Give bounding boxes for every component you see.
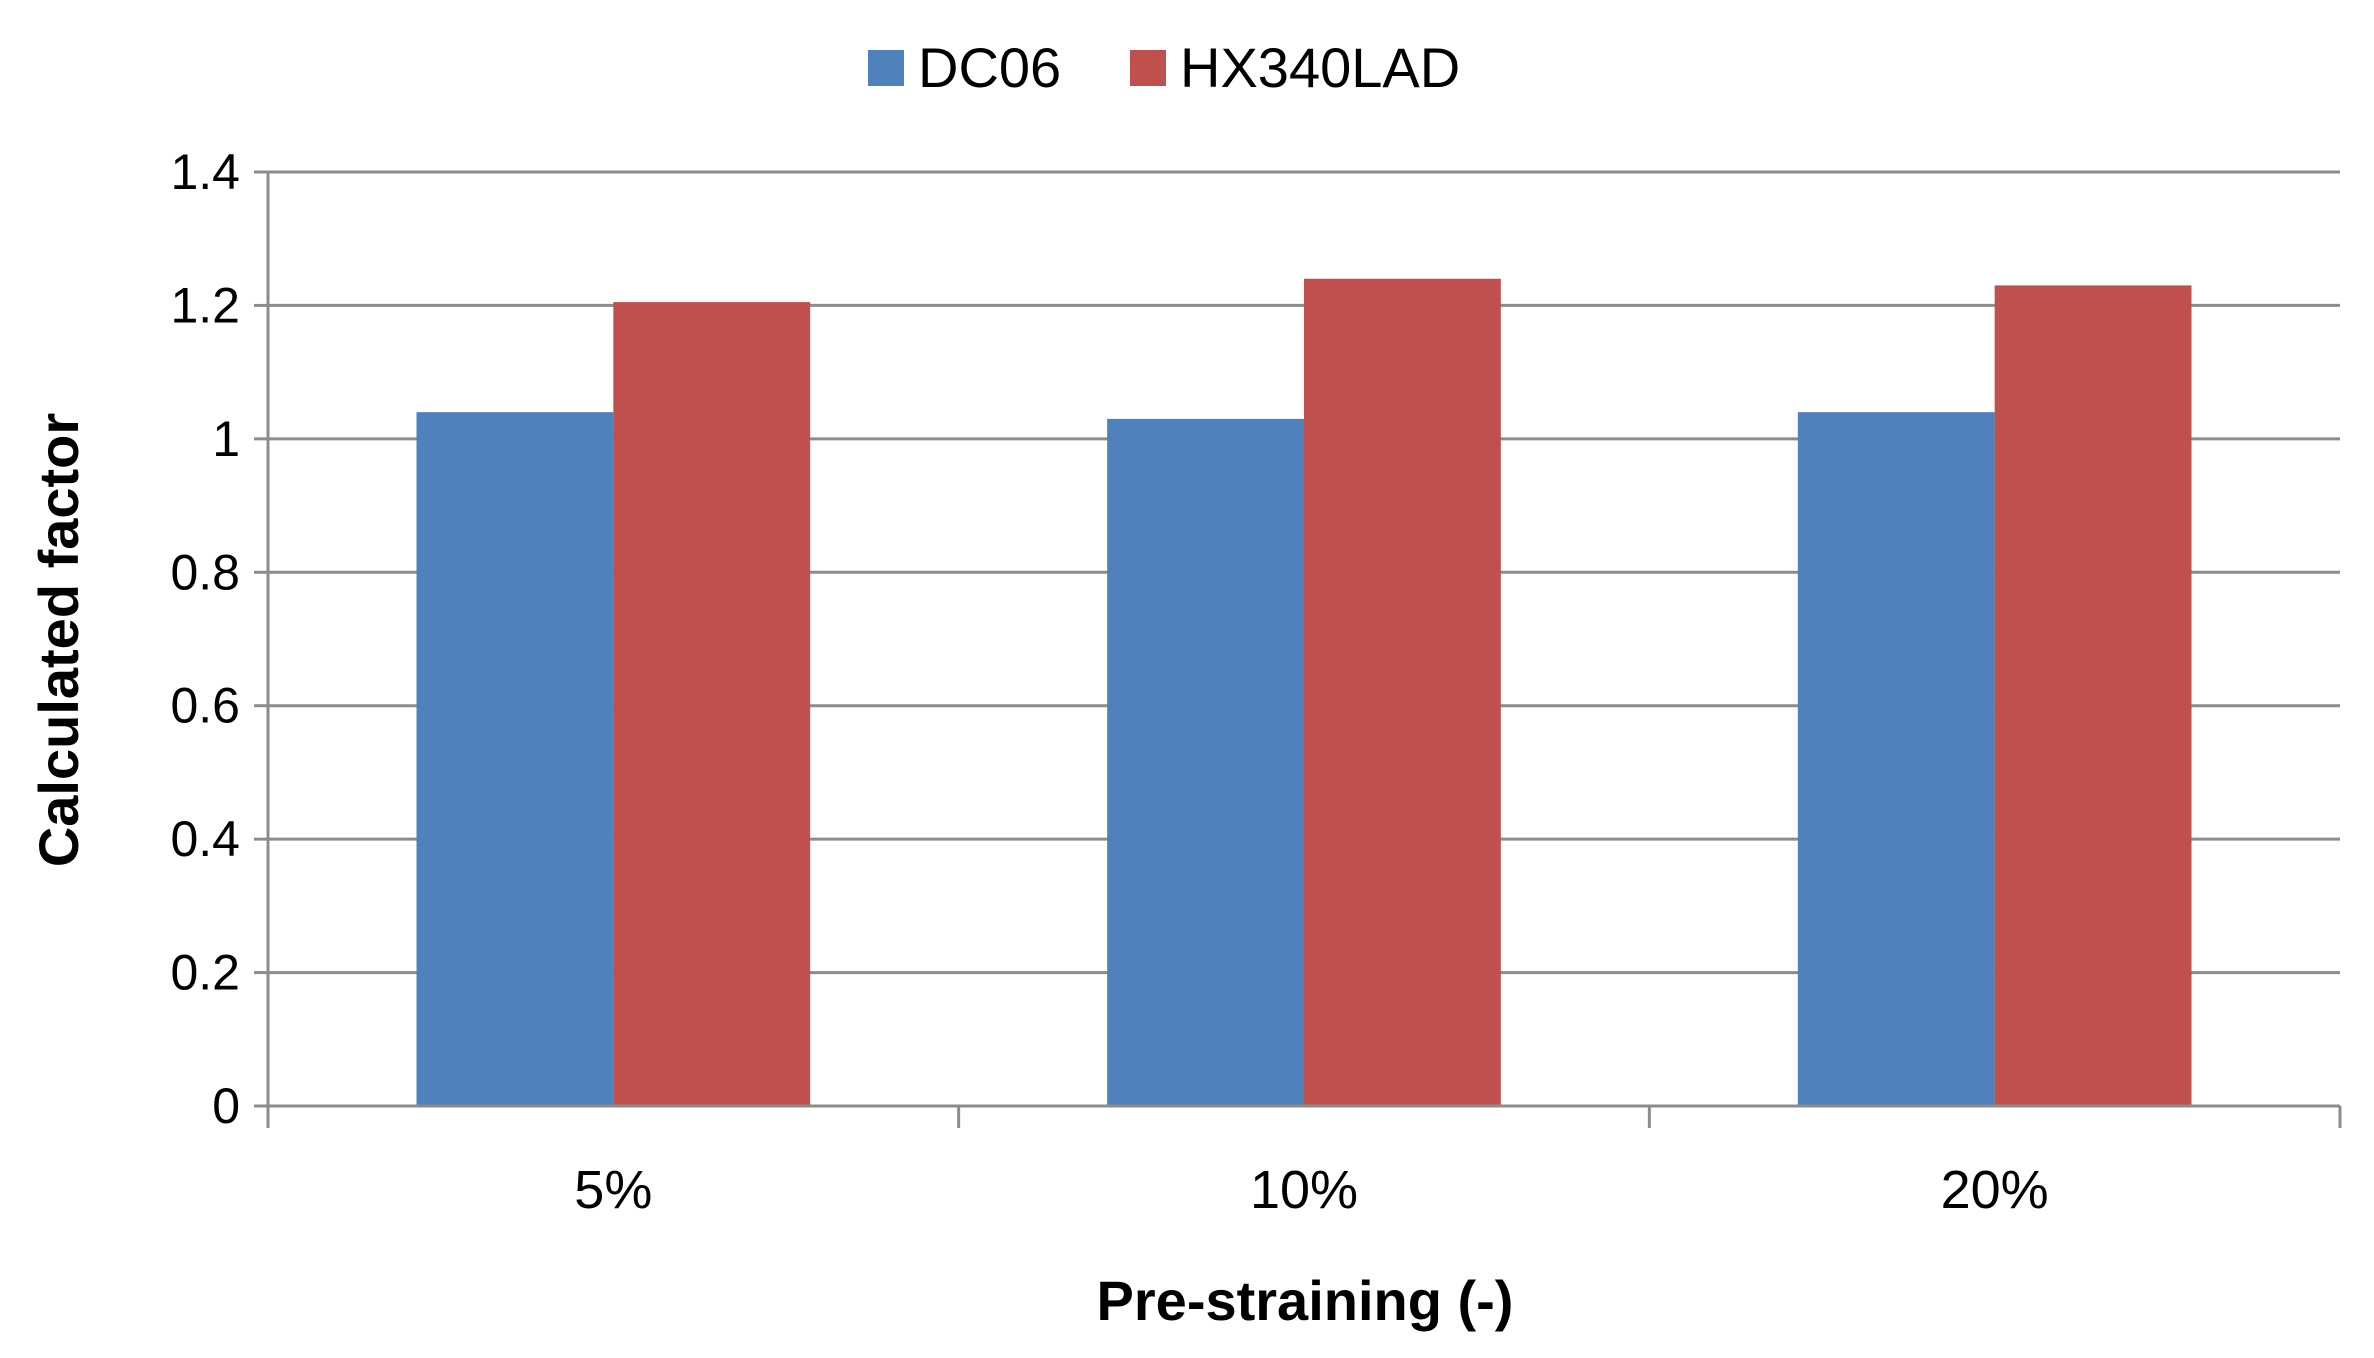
- legend-swatch-dc06: [868, 50, 904, 86]
- bar-hx340lad-2: [1304, 278, 1501, 1106]
- legend-swatch-hx340lad: [1130, 50, 1166, 86]
- y-tick-label: 1.4: [170, 144, 240, 200]
- y-tick-label: 0.6: [170, 678, 240, 734]
- legend: DC06 HX340LAD: [868, 36, 1460, 99]
- x-tick-label: 5%: [574, 1160, 652, 1220]
- bar-hx340lad-1: [613, 302, 811, 1106]
- x-tick-label: 20%: [1941, 1160, 2049, 1220]
- axes: [254, 170, 2342, 1128]
- x-axis-title: Pre-straining (-): [1097, 1269, 1514, 1332]
- y-axis-title: Calculated factor: [27, 413, 90, 867]
- bars: [416, 278, 2192, 1107]
- x-tick-labels: 5% 10% 20%: [574, 1160, 2048, 1220]
- x-tick-label: 10%: [1250, 1160, 1358, 1220]
- y-tick-label: 0.4: [170, 811, 240, 867]
- bar-dc06-1: [416, 412, 614, 1107]
- y-tick-labels: 0 0.2 0.4 0.6 0.8 1 1.2 1.4: [170, 144, 240, 1134]
- y-tick-label: 0.8: [170, 544, 240, 600]
- y-tick-label: 0: [212, 1078, 240, 1134]
- bar-dc06-3: [1797, 412, 1995, 1107]
- y-tick-label: 0.2: [170, 945, 240, 1001]
- bar-dc06-2: [1107, 418, 1304, 1106]
- bar-hx340lad-3: [1994, 285, 2192, 1106]
- y-tick-label: 1: [212, 411, 240, 467]
- legend-label-dc06: DC06: [918, 36, 1061, 99]
- y-tick-label: 1.2: [170, 277, 240, 333]
- legend-label-hx340lad: HX340LAD: [1180, 36, 1460, 99]
